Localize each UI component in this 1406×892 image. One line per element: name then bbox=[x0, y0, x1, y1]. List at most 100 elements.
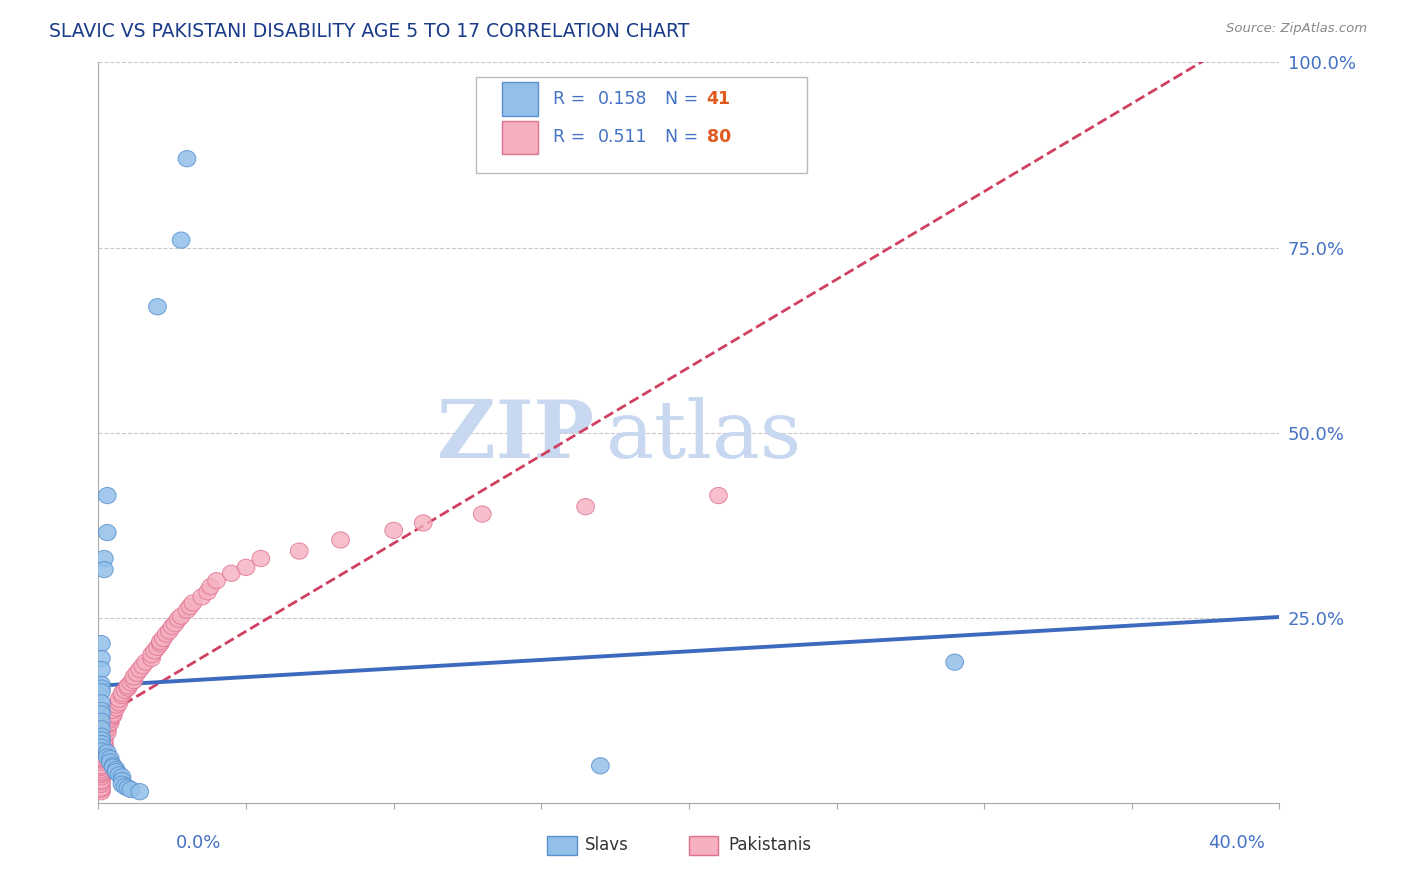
Text: N =: N = bbox=[654, 128, 703, 146]
Text: N =: N = bbox=[654, 90, 703, 108]
Ellipse shape bbox=[98, 744, 117, 761]
Ellipse shape bbox=[122, 781, 139, 797]
Text: R =: R = bbox=[553, 128, 591, 146]
Ellipse shape bbox=[576, 499, 595, 515]
Ellipse shape bbox=[169, 611, 187, 627]
Text: SLAVIC VS PAKISTANI DISABILITY AGE 5 TO 17 CORRELATION CHART: SLAVIC VS PAKISTANI DISABILITY AGE 5 TO … bbox=[49, 22, 689, 41]
Ellipse shape bbox=[98, 748, 117, 765]
Ellipse shape bbox=[104, 707, 122, 723]
Text: ZIP: ZIP bbox=[437, 397, 595, 475]
Text: 0.158: 0.158 bbox=[598, 90, 648, 108]
Ellipse shape bbox=[93, 743, 110, 759]
Ellipse shape bbox=[96, 728, 114, 744]
Ellipse shape bbox=[98, 524, 117, 541]
Ellipse shape bbox=[93, 772, 110, 789]
Ellipse shape bbox=[93, 741, 110, 757]
Ellipse shape bbox=[120, 680, 136, 696]
Ellipse shape bbox=[117, 682, 134, 698]
Ellipse shape bbox=[415, 515, 432, 531]
Ellipse shape bbox=[112, 772, 131, 789]
Ellipse shape bbox=[125, 673, 143, 689]
Text: 80: 80 bbox=[707, 128, 731, 146]
Ellipse shape bbox=[93, 706, 110, 723]
Ellipse shape bbox=[107, 764, 125, 780]
Ellipse shape bbox=[131, 661, 149, 678]
Ellipse shape bbox=[238, 559, 254, 575]
Ellipse shape bbox=[222, 566, 240, 582]
Ellipse shape bbox=[179, 151, 195, 167]
Ellipse shape bbox=[143, 650, 160, 666]
Ellipse shape bbox=[93, 721, 110, 737]
Ellipse shape bbox=[179, 602, 195, 618]
Ellipse shape bbox=[184, 595, 202, 611]
Ellipse shape bbox=[98, 717, 117, 733]
Ellipse shape bbox=[93, 683, 110, 700]
FancyBboxPatch shape bbox=[689, 836, 718, 855]
Ellipse shape bbox=[93, 769, 110, 785]
Ellipse shape bbox=[208, 573, 225, 589]
Ellipse shape bbox=[93, 743, 110, 759]
Ellipse shape bbox=[110, 766, 128, 783]
Ellipse shape bbox=[152, 635, 169, 652]
Ellipse shape bbox=[112, 776, 131, 792]
Ellipse shape bbox=[101, 754, 120, 770]
Ellipse shape bbox=[93, 714, 110, 730]
Ellipse shape bbox=[93, 695, 110, 711]
Ellipse shape bbox=[112, 685, 131, 701]
Ellipse shape bbox=[198, 583, 217, 600]
Ellipse shape bbox=[112, 769, 131, 785]
Ellipse shape bbox=[93, 750, 110, 766]
Ellipse shape bbox=[93, 735, 110, 752]
Ellipse shape bbox=[474, 506, 491, 522]
Ellipse shape bbox=[152, 633, 169, 649]
Ellipse shape bbox=[93, 739, 110, 756]
Ellipse shape bbox=[93, 781, 110, 797]
Ellipse shape bbox=[101, 750, 120, 766]
Ellipse shape bbox=[104, 702, 122, 718]
Text: Slavs: Slavs bbox=[585, 836, 628, 854]
Ellipse shape bbox=[173, 232, 190, 248]
Ellipse shape bbox=[93, 765, 110, 781]
Ellipse shape bbox=[98, 487, 117, 504]
Ellipse shape bbox=[96, 561, 114, 578]
Text: atlas: atlas bbox=[606, 397, 801, 475]
Ellipse shape bbox=[134, 657, 152, 674]
Ellipse shape bbox=[128, 665, 146, 681]
Ellipse shape bbox=[125, 669, 143, 685]
Ellipse shape bbox=[93, 752, 110, 768]
Ellipse shape bbox=[332, 532, 350, 548]
Ellipse shape bbox=[146, 643, 163, 659]
Ellipse shape bbox=[96, 731, 114, 748]
Ellipse shape bbox=[157, 626, 176, 642]
Ellipse shape bbox=[96, 735, 114, 752]
Ellipse shape bbox=[252, 550, 270, 566]
Ellipse shape bbox=[173, 608, 190, 624]
Ellipse shape bbox=[96, 739, 114, 756]
Ellipse shape bbox=[93, 762, 110, 778]
Ellipse shape bbox=[98, 721, 117, 737]
Ellipse shape bbox=[110, 695, 128, 711]
Ellipse shape bbox=[93, 635, 110, 652]
Ellipse shape bbox=[93, 764, 110, 780]
Ellipse shape bbox=[946, 654, 963, 670]
FancyBboxPatch shape bbox=[547, 836, 576, 855]
Ellipse shape bbox=[104, 706, 122, 723]
Ellipse shape bbox=[592, 757, 609, 774]
Ellipse shape bbox=[291, 543, 308, 559]
Ellipse shape bbox=[710, 487, 727, 504]
Ellipse shape bbox=[93, 783, 110, 800]
Ellipse shape bbox=[202, 579, 219, 595]
Text: R =: R = bbox=[553, 90, 591, 108]
Ellipse shape bbox=[131, 783, 149, 800]
Ellipse shape bbox=[93, 759, 110, 775]
Ellipse shape bbox=[93, 780, 110, 797]
Ellipse shape bbox=[93, 731, 110, 748]
Ellipse shape bbox=[93, 748, 110, 765]
Ellipse shape bbox=[101, 714, 120, 731]
Ellipse shape bbox=[107, 762, 125, 778]
Text: 0.511: 0.511 bbox=[598, 128, 648, 146]
Ellipse shape bbox=[136, 654, 155, 670]
Text: 41: 41 bbox=[707, 90, 731, 108]
Text: 0.0%: 0.0% bbox=[176, 834, 221, 852]
Ellipse shape bbox=[96, 550, 114, 566]
